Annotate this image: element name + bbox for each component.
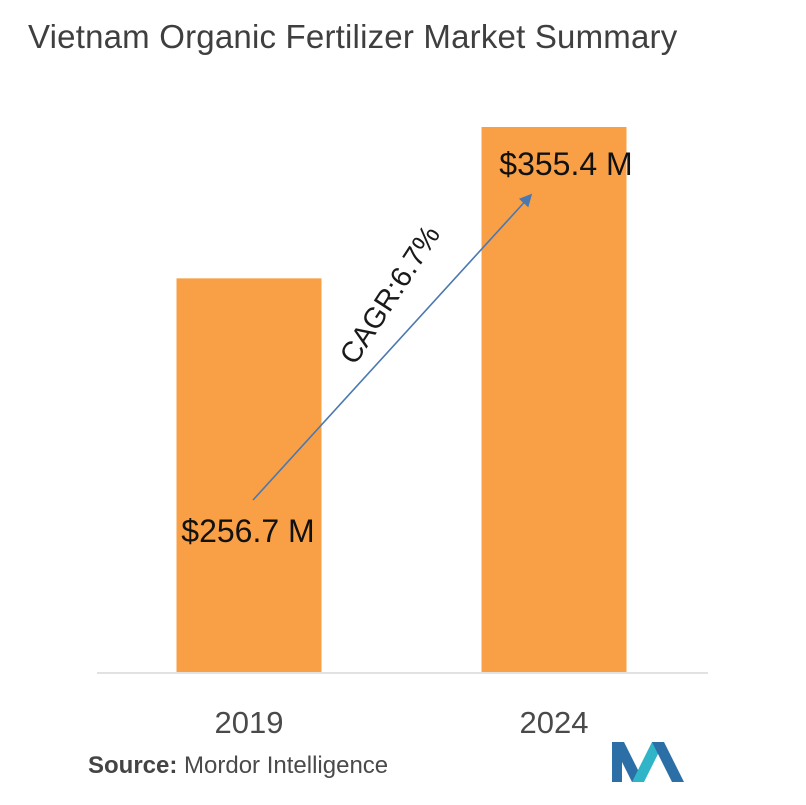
x-tick-label-2024: 2024: [520, 705, 589, 740]
source-label: Source:: [88, 752, 178, 779]
bar-2024: [481, 127, 627, 672]
x-tick-label-2019: 2019: [215, 705, 284, 740]
logo-mid-stroke: [632, 742, 664, 782]
source-text: Mordor Intelligence: [184, 752, 389, 779]
chart-title: Vietnam Organic Fertilizer Market Summar…: [28, 18, 678, 55]
data-label-2019: $256.7 M: [181, 513, 314, 549]
logo-base: [612, 742, 622, 782]
logo-right-stroke: [652, 742, 684, 782]
bar-2019: [176, 278, 322, 672]
cagr-arrow: [252, 193, 533, 501]
source-note: Source: Mordor Intelligence: [88, 752, 388, 780]
mordor-intelligence-logo: [612, 742, 684, 782]
bars-layer: [176, 127, 627, 672]
data-label-2024: $355.4 M: [499, 146, 632, 182]
labels-layer: 2019 2024 $256.7 M $355.4 M: [181, 146, 632, 740]
cagr-annotation: CAGR:6.7%: [334, 220, 447, 370]
